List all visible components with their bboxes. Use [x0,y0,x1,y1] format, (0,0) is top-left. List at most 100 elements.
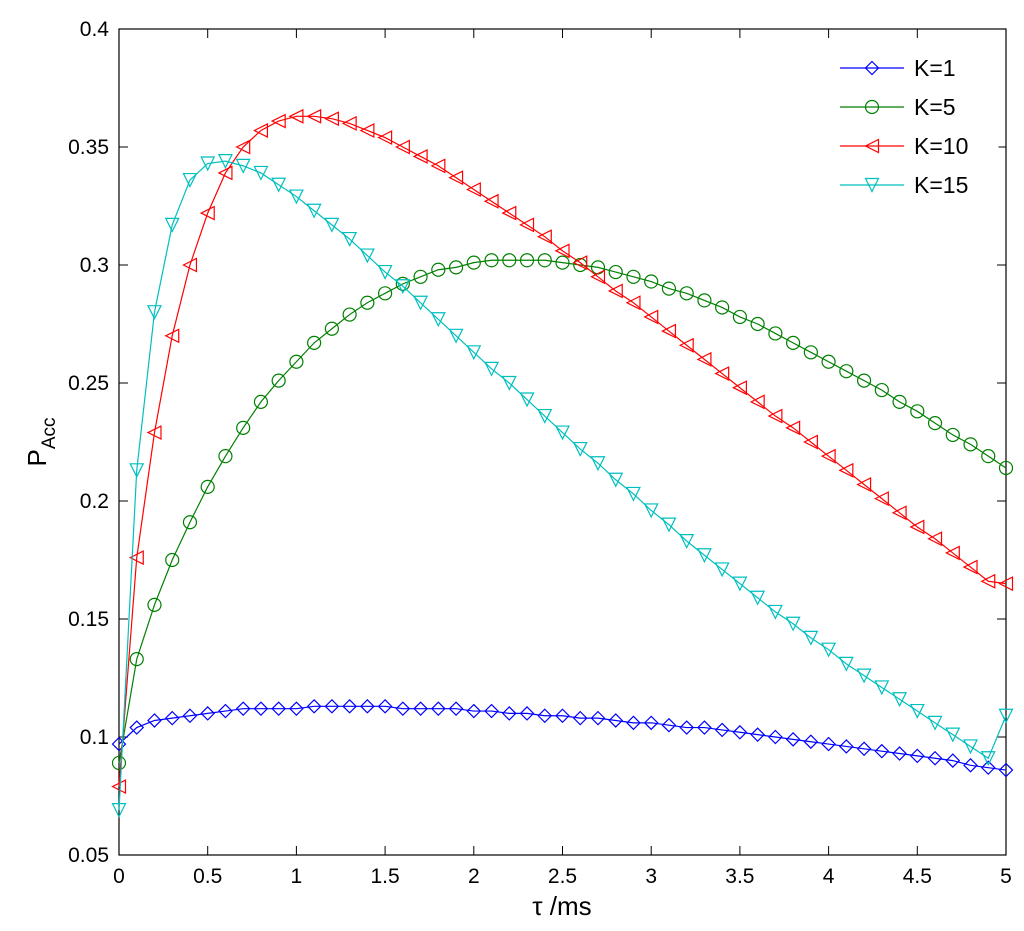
data-point-triangle-left [980,573,996,589]
data-point-triangle-left [714,366,730,382]
x-tick-label: 0.5 [193,865,222,888]
data-point-triangle-down [838,656,854,672]
data-point-circle [324,321,339,336]
x-tick-label: 2 [468,865,480,888]
data-point-diamond [838,739,854,754]
data-point-circle [981,449,996,464]
data-point-triangle-left [625,295,641,311]
data-point-circle [502,253,517,268]
data-point-diamond [147,713,162,728]
series-1 [111,698,1014,778]
data-point-diamond [235,701,251,717]
legend-entry: K=10 [840,133,968,159]
data-point-circle [697,293,712,308]
legend-box [827,40,999,210]
data-point-circle [147,597,162,612]
x-tick-label: 3 [645,865,657,888]
y-tick-label: 0.4 [80,18,110,41]
data-point-triangle-left [394,139,410,155]
data-point-triangle-down [537,408,553,424]
data-point-triangle-left [377,130,393,146]
data-point-diamond [200,706,216,721]
data-point-diamond [555,708,570,724]
data-point-triangle-down [874,680,890,696]
data-point-triangle-down [998,708,1014,724]
x-tick-label: 3.5 [725,865,754,888]
data-point-triangle-left [643,309,659,325]
x-tick-label: 4.5 [903,865,932,888]
data-point-diamond [129,720,145,735]
data-point-diamond [864,60,880,76]
data-point-diamond [927,750,943,766]
data-point-triangle-down [359,248,375,264]
y-tick-label: 0.35 [68,136,109,159]
data-point-circle [271,373,286,388]
data-point-diamond [856,741,872,757]
data-point-circle [821,354,836,369]
data-point-triangle-left [341,115,357,131]
data-point-triangle-down [182,172,198,188]
legend: K=1 K=5 K=10 K=15 [827,40,999,210]
data-point-diamond [537,708,553,724]
data-point-triangle-down [448,328,464,344]
axis-ticks [118,28,1007,856]
data-point-circle [342,307,357,322]
data-point-triangle-down [235,158,251,174]
data-point-diamond [945,753,961,768]
data-point-diamond [980,760,996,776]
y-tick-label: 0.25 [68,372,109,395]
legend-label: K=5 [914,94,956,120]
x-tick-label: 1 [291,865,303,888]
y-tick-label: 0.1 [80,726,109,749]
data-point-triangle-left [519,217,535,233]
data-point-diamond [661,717,677,733]
legend-entry: K=15 [840,172,968,198]
data-point-diamond [892,746,907,761]
data-point-triangle-down [750,590,766,606]
y-tick-label: 0.05 [68,844,109,867]
data-point-diamond [448,701,464,717]
data-point-circle [218,449,233,464]
data-point-triangle-left [785,420,801,436]
data-point-circle [378,286,393,301]
data-point-triangle-down [501,375,517,391]
data-point-triangle-left [111,779,127,795]
data-point-circle [768,326,783,341]
data-point-diamond [732,724,748,740]
data-point-triangle-left [678,337,694,353]
data-point-triangle-left [288,108,304,124]
x-axis-label: τ /ms [532,891,591,921]
data-point-circle [519,253,535,268]
data-point-triangle-down [714,562,730,578]
data-point-triangle-left [146,425,162,441]
data-point-triangle-down [395,279,411,295]
data-point-circle [448,260,464,275]
y-tick-label: 0.3 [80,254,109,277]
data-point-circle [644,274,659,289]
data-point-diamond [626,715,641,731]
data-point-circle [466,255,481,270]
data-point-triangle-down [892,692,908,708]
legend-label: K=1 [914,55,956,81]
data-point-triangle-down [590,456,606,472]
data-point-circle [307,335,322,350]
data-point-triangle-down [696,548,712,564]
data-point-triangle-down [271,177,287,193]
data-point-triangle-down [821,642,837,658]
data-point-circle [484,253,499,268]
data-point-triangle-left [324,111,339,127]
data-point-circle [732,309,748,325]
data-point-triangle-down [963,739,978,755]
data-point-diamond [218,703,233,719]
data-point-triangle-down [555,425,570,441]
data-point-triangle-down [945,727,961,743]
data-point-diamond [697,720,712,735]
y-axis-label: PAcc [22,417,60,466]
data-point-triangle-left [803,434,818,450]
data-point-triangle-left [944,545,960,561]
data-point-triangle-down [253,165,269,181]
data-point-diamond [501,706,517,721]
data-point-diamond [253,701,269,717]
data-point-triangle-left [217,165,233,181]
data-point-circle [111,755,127,771]
